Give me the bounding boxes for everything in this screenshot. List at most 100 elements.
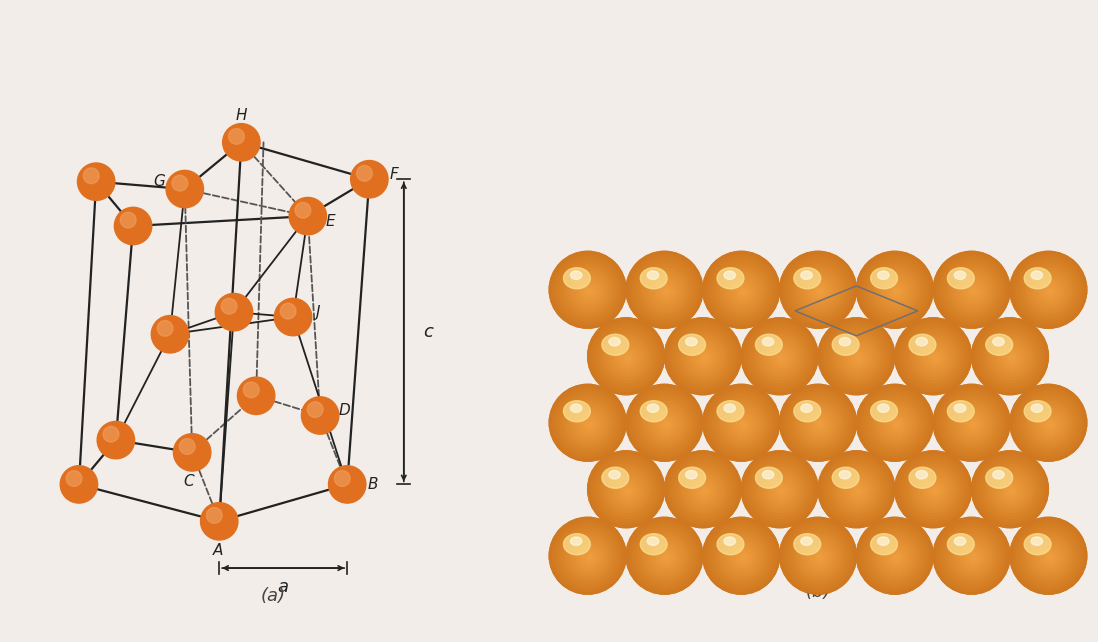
Circle shape [895,451,972,528]
Circle shape [703,252,780,328]
Circle shape [799,272,838,310]
Circle shape [950,401,995,446]
Circle shape [713,394,771,452]
Circle shape [780,385,856,461]
Circle shape [834,467,879,512]
Text: A: A [213,543,223,559]
Circle shape [966,285,979,298]
Circle shape [1030,404,1068,443]
Circle shape [894,554,899,560]
Circle shape [1023,265,1075,316]
Circle shape [953,272,991,310]
Circle shape [963,548,983,567]
Circle shape [642,268,687,313]
Circle shape [1033,541,1065,573]
Circle shape [956,541,988,573]
Circle shape [890,285,903,298]
Circle shape [587,451,664,528]
Circle shape [856,385,933,461]
Ellipse shape [717,534,744,555]
Circle shape [583,551,595,564]
Circle shape [886,415,906,434]
Circle shape [1027,401,1072,446]
Circle shape [764,342,797,374]
Circle shape [573,275,605,307]
Circle shape [556,258,620,322]
Circle shape [783,521,853,591]
Ellipse shape [871,534,897,555]
Circle shape [855,355,861,361]
Circle shape [157,320,173,336]
Circle shape [918,474,950,507]
Circle shape [727,541,759,573]
Ellipse shape [800,404,813,412]
Ellipse shape [563,401,591,422]
Circle shape [597,461,656,519]
Ellipse shape [954,404,966,412]
Circle shape [786,524,850,588]
Ellipse shape [832,467,859,489]
Circle shape [844,478,871,503]
Ellipse shape [1031,537,1043,546]
Circle shape [1033,275,1065,307]
Circle shape [741,451,818,528]
Ellipse shape [800,537,813,546]
Circle shape [985,331,1037,383]
Circle shape [1010,252,1087,328]
Circle shape [860,521,930,591]
Circle shape [274,299,312,336]
Circle shape [719,401,764,446]
Circle shape [664,318,741,395]
Circle shape [228,128,245,144]
Circle shape [863,391,927,455]
Circle shape [995,342,1027,374]
Circle shape [860,255,930,325]
Circle shape [591,321,661,392]
Circle shape [998,345,1024,370]
Circle shape [1043,551,1056,564]
Ellipse shape [877,537,889,546]
Ellipse shape [877,271,889,279]
Circle shape [1010,517,1087,594]
Circle shape [1037,544,1063,570]
Circle shape [201,503,238,540]
Circle shape [179,438,195,455]
Circle shape [783,388,853,458]
Ellipse shape [724,404,736,412]
Circle shape [1023,531,1075,582]
Circle shape [114,207,152,245]
Circle shape [83,168,99,184]
Circle shape [870,531,921,582]
Circle shape [573,541,605,573]
Circle shape [799,404,838,443]
Circle shape [702,355,708,361]
Circle shape [152,316,189,353]
Ellipse shape [647,271,659,279]
Circle shape [1046,421,1053,428]
Ellipse shape [948,401,974,422]
Circle shape [1010,385,1087,461]
Circle shape [733,548,752,567]
Circle shape [103,426,119,442]
Circle shape [972,318,1049,395]
Circle shape [895,318,972,395]
Circle shape [744,455,815,525]
Circle shape [890,418,903,431]
Circle shape [632,391,697,455]
Circle shape [754,464,806,516]
Circle shape [173,434,211,471]
Circle shape [567,401,610,446]
Circle shape [856,252,933,328]
Circle shape [818,318,895,395]
Circle shape [932,355,938,361]
Circle shape [971,554,976,560]
Circle shape [946,265,998,316]
Circle shape [932,488,938,494]
Circle shape [817,421,824,428]
Circle shape [586,554,593,560]
Circle shape [244,382,259,398]
Circle shape [567,534,610,579]
Circle shape [789,528,848,585]
Circle shape [570,537,608,576]
Circle shape [223,124,260,161]
